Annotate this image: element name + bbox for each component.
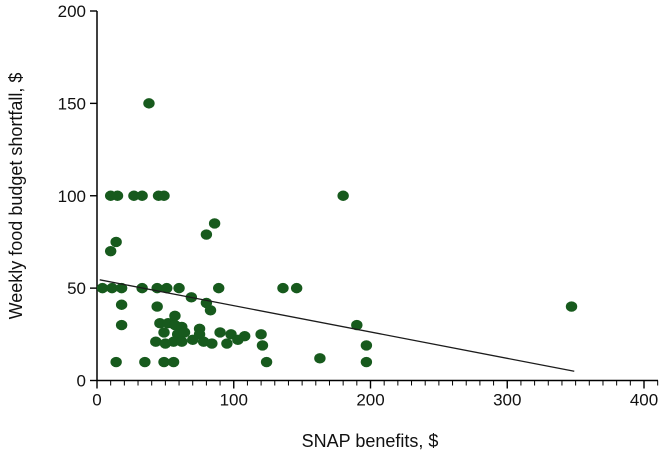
data-point	[136, 190, 148, 201]
trend-layer	[99, 279, 575, 372]
data-point	[158, 327, 170, 338]
data-point	[167, 356, 180, 368]
data-point	[277, 282, 289, 294]
data-point	[96, 282, 109, 294]
data-point	[351, 319, 363, 331]
data-point	[106, 282, 118, 294]
data-point	[115, 282, 128, 294]
data-point	[158, 190, 170, 201]
y-tick-label: 200	[58, 2, 86, 21]
axis-layer: 0 100 200 300 400 0 50 100 150 200	[58, 2, 659, 410]
data-point	[256, 340, 269, 351]
data-point	[167, 336, 180, 347]
data-point	[232, 334, 244, 346]
data-point	[176, 336, 188, 347]
data-point	[360, 356, 373, 368]
x-tick-label: 300	[493, 391, 521, 410]
data-point	[143, 98, 155, 109]
data-point	[255, 329, 267, 340]
data-point	[314, 353, 326, 364]
x-tick-label: 100	[220, 391, 248, 410]
data-point	[110, 236, 122, 248]
data-point	[187, 334, 199, 346]
x-tick-label: 200	[356, 391, 384, 410]
data-point	[565, 301, 578, 312]
x-axis-title: SNAP benefits, $	[302, 431, 439, 451]
data-point	[213, 282, 225, 294]
data-point	[206, 338, 218, 349]
data-point	[260, 356, 273, 368]
data-point	[204, 305, 217, 316]
data-point	[150, 336, 162, 347]
data-point	[110, 356, 122, 368]
data-point	[161, 282, 173, 294]
y-tick-label: 100	[58, 187, 86, 206]
data-point	[154, 318, 166, 329]
data-point	[337, 190, 349, 201]
label-layer: SNAP benefits, $ Weekly food budget shor…	[6, 73, 438, 451]
data-point	[158, 356, 170, 368]
data-point	[221, 338, 233, 349]
y-tick-label: 0	[77, 372, 86, 391]
y-tick-label: 150	[58, 94, 86, 113]
data-point	[104, 245, 117, 257]
data-point	[290, 282, 303, 294]
data-point	[360, 340, 373, 351]
x-tick-label: 400	[630, 391, 658, 410]
data-point	[115, 299, 128, 310]
data-point	[115, 319, 128, 331]
data-point	[208, 218, 221, 229]
y-axis-title: Weekly food budget shortfall, $	[6, 73, 26, 320]
data-point	[128, 190, 140, 201]
data-point	[169, 310, 181, 322]
data-point	[200, 229, 213, 240]
data-point	[173, 282, 185, 294]
data-point	[139, 356, 151, 368]
data-point	[178, 327, 191, 338]
data-point	[214, 327, 226, 338]
trend-line	[99, 279, 575, 372]
points-layer	[96, 98, 578, 368]
data-point	[111, 190, 124, 201]
y-tick-label: 50	[67, 279, 86, 298]
data-point	[151, 301, 163, 312]
x-tick-label: 0	[92, 391, 101, 410]
